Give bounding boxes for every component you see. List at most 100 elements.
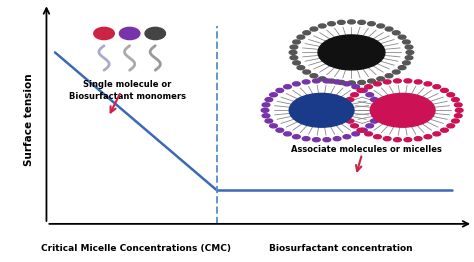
Ellipse shape xyxy=(262,103,270,107)
Ellipse shape xyxy=(441,88,448,92)
Ellipse shape xyxy=(455,114,462,118)
Ellipse shape xyxy=(405,56,413,60)
Ellipse shape xyxy=(392,31,400,35)
Ellipse shape xyxy=(374,82,381,86)
Ellipse shape xyxy=(404,138,412,142)
Text: Associate molecules or micelles: Associate molecules or micelles xyxy=(291,145,442,154)
Ellipse shape xyxy=(374,108,382,112)
Ellipse shape xyxy=(303,70,310,74)
Ellipse shape xyxy=(292,82,300,86)
Ellipse shape xyxy=(342,108,350,112)
Ellipse shape xyxy=(292,135,300,139)
Ellipse shape xyxy=(347,81,356,85)
Ellipse shape xyxy=(276,88,283,92)
Ellipse shape xyxy=(297,66,305,70)
Ellipse shape xyxy=(374,114,381,118)
Ellipse shape xyxy=(302,137,310,141)
Ellipse shape xyxy=(265,98,273,102)
Text: Critical Micelle Concentrations (CMC): Critical Micelle Concentrations (CMC) xyxy=(41,244,231,253)
Ellipse shape xyxy=(333,137,341,141)
Ellipse shape xyxy=(261,108,269,112)
Ellipse shape xyxy=(358,80,365,84)
Ellipse shape xyxy=(392,70,400,74)
Ellipse shape xyxy=(283,132,292,136)
Ellipse shape xyxy=(343,114,351,118)
Ellipse shape xyxy=(119,27,140,40)
Ellipse shape xyxy=(310,74,318,78)
Ellipse shape xyxy=(290,45,298,49)
Ellipse shape xyxy=(319,24,326,28)
Ellipse shape xyxy=(441,128,448,132)
Ellipse shape xyxy=(347,20,356,24)
Ellipse shape xyxy=(366,124,374,128)
Ellipse shape xyxy=(323,79,331,83)
Ellipse shape xyxy=(424,135,432,139)
Ellipse shape xyxy=(94,27,114,40)
Ellipse shape xyxy=(343,103,351,107)
Ellipse shape xyxy=(393,138,401,142)
Ellipse shape xyxy=(371,98,378,102)
Ellipse shape xyxy=(404,79,412,83)
Ellipse shape xyxy=(357,128,365,132)
Ellipse shape xyxy=(398,66,406,70)
Ellipse shape xyxy=(368,79,375,83)
Ellipse shape xyxy=(383,137,391,141)
Ellipse shape xyxy=(265,119,273,123)
Ellipse shape xyxy=(398,35,406,39)
Ellipse shape xyxy=(333,80,341,84)
Ellipse shape xyxy=(319,77,326,81)
Ellipse shape xyxy=(352,132,360,136)
Ellipse shape xyxy=(346,98,354,102)
Ellipse shape xyxy=(351,93,358,97)
Ellipse shape xyxy=(262,114,270,118)
Ellipse shape xyxy=(366,93,374,97)
Text: Biosurfactant concentration: Biosurfactant concentration xyxy=(269,244,413,253)
Ellipse shape xyxy=(433,132,441,136)
Ellipse shape xyxy=(337,80,345,84)
Ellipse shape xyxy=(414,80,422,84)
Ellipse shape xyxy=(414,137,422,141)
Ellipse shape xyxy=(290,56,298,60)
Ellipse shape xyxy=(360,128,367,132)
Ellipse shape xyxy=(447,93,455,97)
Ellipse shape xyxy=(351,124,358,128)
Ellipse shape xyxy=(293,61,301,65)
Ellipse shape xyxy=(358,20,365,24)
Ellipse shape xyxy=(374,135,381,139)
Ellipse shape xyxy=(312,138,320,142)
Ellipse shape xyxy=(343,82,351,86)
Ellipse shape xyxy=(318,35,385,70)
Ellipse shape xyxy=(402,61,410,65)
Ellipse shape xyxy=(289,50,297,54)
Ellipse shape xyxy=(310,27,318,31)
Ellipse shape xyxy=(145,27,165,40)
Ellipse shape xyxy=(283,85,292,89)
Ellipse shape xyxy=(323,138,331,142)
Ellipse shape xyxy=(385,74,393,78)
Ellipse shape xyxy=(293,40,301,44)
Ellipse shape xyxy=(371,119,378,123)
Ellipse shape xyxy=(357,88,365,92)
Ellipse shape xyxy=(433,85,441,89)
Ellipse shape xyxy=(297,35,305,39)
Ellipse shape xyxy=(424,82,432,86)
Ellipse shape xyxy=(377,24,384,28)
Ellipse shape xyxy=(383,80,391,84)
Ellipse shape xyxy=(385,27,393,31)
Ellipse shape xyxy=(402,40,410,44)
Ellipse shape xyxy=(270,124,277,128)
Ellipse shape xyxy=(393,79,401,83)
Ellipse shape xyxy=(456,108,463,112)
Ellipse shape xyxy=(289,93,354,127)
Ellipse shape xyxy=(303,31,310,35)
Ellipse shape xyxy=(455,103,462,107)
Text: Surface tension: Surface tension xyxy=(24,73,34,166)
Ellipse shape xyxy=(370,93,435,127)
Ellipse shape xyxy=(276,128,283,132)
Text: Single molecule or
Biosurfactant monomers: Single molecule or Biosurfactant monomer… xyxy=(69,80,186,101)
Ellipse shape xyxy=(368,22,375,26)
Ellipse shape xyxy=(406,50,414,54)
Ellipse shape xyxy=(312,79,320,83)
Ellipse shape xyxy=(337,20,345,24)
Ellipse shape xyxy=(270,93,277,97)
